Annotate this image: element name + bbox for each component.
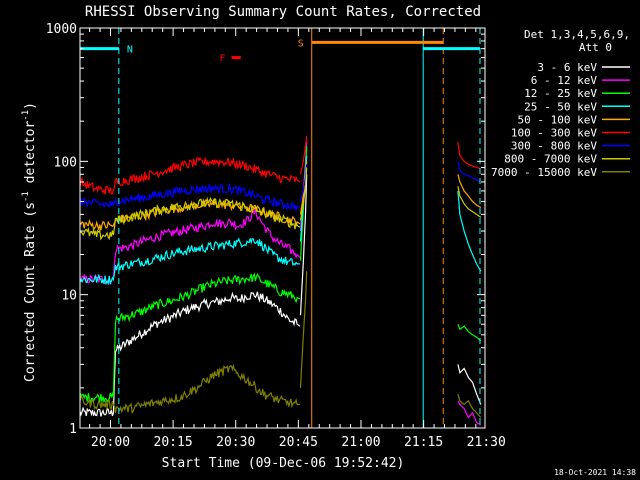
series-line-6-seg-0 xyxy=(79,182,301,211)
legend-label-3: 25 - 50 keV xyxy=(524,100,597,113)
plot-area: N S F 1 10 100 1000 20:00 20:15 20:30 20:45 21:00 21… xyxy=(46,22,506,450)
series-line-3-seg-0 xyxy=(79,237,300,286)
y-tick-label: 1 xyxy=(69,422,77,437)
series-line-1-seg-0 xyxy=(79,207,301,286)
series-line-2-seg-2 xyxy=(457,323,482,342)
series-line-7-seg-1 xyxy=(299,167,308,221)
series-line-0-seg-1 xyxy=(299,174,308,316)
series-line-3-seg-2 xyxy=(457,190,482,272)
legend-label-1: 6 - 12 keV xyxy=(531,74,598,87)
series-line-2-seg-0 xyxy=(79,272,301,404)
y-tick-label: 1000 xyxy=(46,22,77,37)
y-tick-label: 100 xyxy=(54,155,77,170)
series-line-5-seg-2 xyxy=(457,141,481,170)
legend-header-2: Att 0 xyxy=(579,41,612,54)
legend-label-6: 300 - 800 keV xyxy=(511,140,597,153)
y-axis-label-sup1: -1 xyxy=(21,191,31,202)
x-axis-label: Start Time (09-Dec-06 19:52:42) xyxy=(162,456,405,471)
legend-label-4: 50 - 100 keV xyxy=(518,113,598,126)
series-line-1-seg-2 xyxy=(457,400,482,426)
y-axis-label: Corrected Count Rate (s-1 detector-1) xyxy=(21,102,38,382)
series-line-7-seg-0 xyxy=(79,196,301,241)
y-axis-label-mid: detector xyxy=(23,121,38,192)
axes-frame xyxy=(79,27,486,429)
series-line-5-seg-1 xyxy=(299,135,308,175)
series-line-4-seg-2 xyxy=(457,174,482,209)
saa-bar-label: S xyxy=(298,38,304,49)
series-line-5-seg-0 xyxy=(79,156,301,195)
night-bar-label-0: N xyxy=(127,45,133,56)
x-tick-label: 20:15 xyxy=(154,435,193,450)
series-line-8-seg-0 xyxy=(79,363,300,415)
chart-title: RHESSI Observing Summary Count Rates, Co… xyxy=(85,4,481,20)
y-axis-label-end: ) xyxy=(23,102,38,110)
series-line-7-seg-2 xyxy=(457,186,482,218)
legend-label-0: 3 - 6 keV xyxy=(537,61,597,74)
y-axis-label-sup2: -1 xyxy=(21,110,31,121)
series-line-0-seg-2 xyxy=(457,364,482,405)
series-line-6-seg-2 xyxy=(457,161,482,183)
legend-header-1: Det 1,3,4,5,6,9, xyxy=(524,28,630,41)
x-tick-label: 20:00 xyxy=(91,435,130,450)
series-line-8-seg-1 xyxy=(299,271,308,388)
x-tick-label: 21:00 xyxy=(341,435,380,450)
y-tick-label: 10 xyxy=(61,289,77,304)
legend-label-5: 100 - 300 keV xyxy=(511,127,597,140)
x-tick-label: 20:45 xyxy=(279,435,318,450)
x-tick-label: 21:15 xyxy=(404,435,443,450)
legend-label-2: 12 - 25 keV xyxy=(524,87,597,100)
legend-label-8: 7000 - 15000 keV xyxy=(491,166,597,179)
x-tick-label: 20:30 xyxy=(216,435,255,450)
timestamp: 18-Oct-2021 14:38 xyxy=(554,468,636,477)
series-line-0-seg-0 xyxy=(79,291,301,417)
y-axis-label-main: Corrected Count Rate (s xyxy=(23,202,38,382)
x-tick-label: 21:30 xyxy=(467,435,506,450)
series-line-8-seg-2 xyxy=(457,393,482,418)
legend-label-7: 800 - 7000 keV xyxy=(504,153,597,166)
flare-marker-label: F xyxy=(220,54,226,65)
